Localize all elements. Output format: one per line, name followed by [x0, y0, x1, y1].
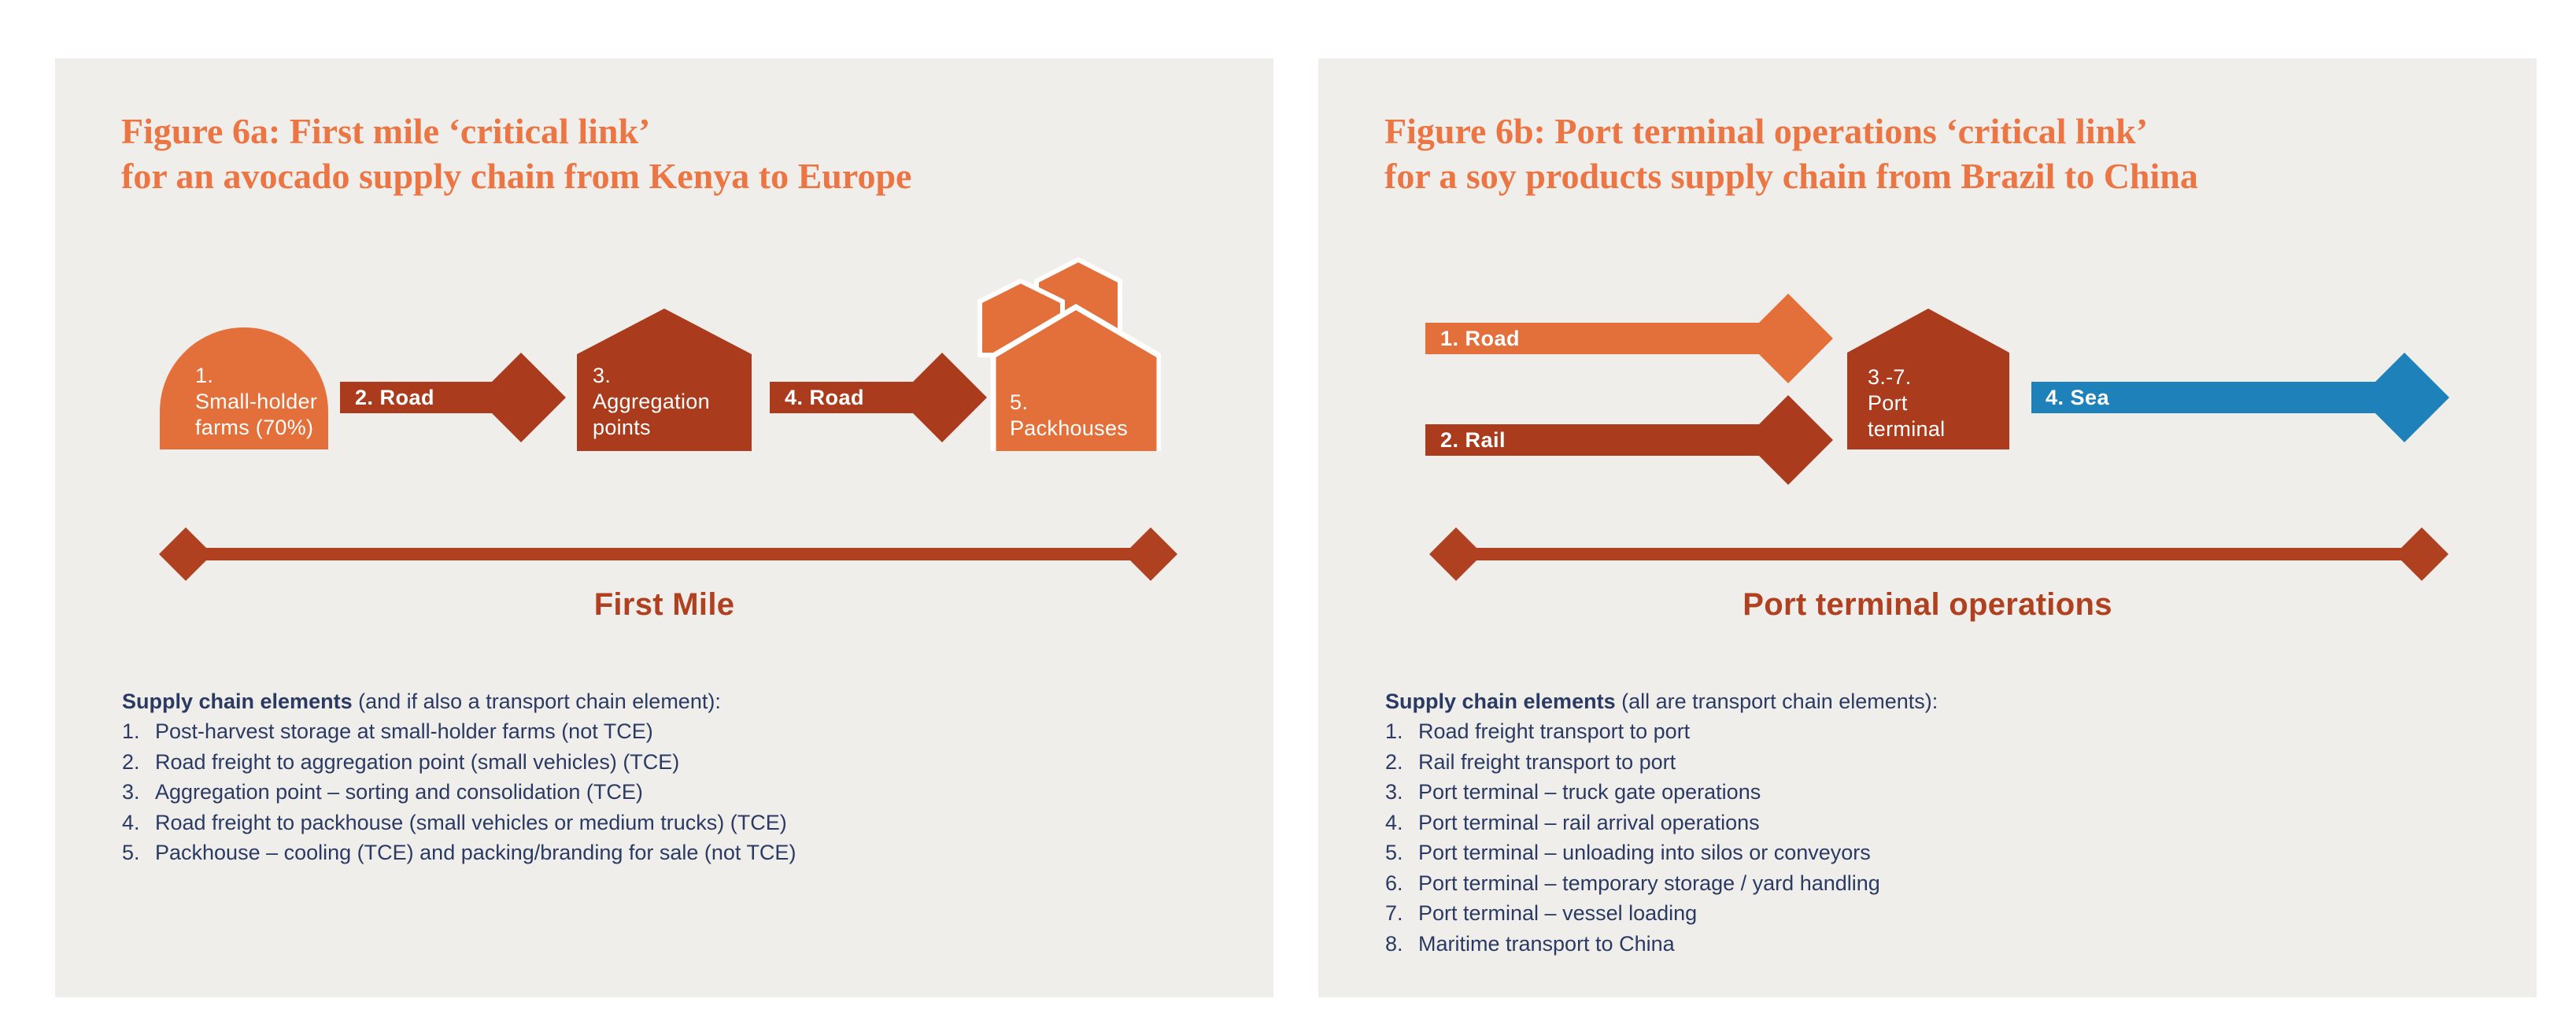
- figure-6a-list-block: Supply chain elements (and if also a tra…: [122, 688, 1226, 868]
- figure-6a-panel: Figure 6a: First mile ‘critical link’ fo…: [55, 58, 1273, 997]
- list-item: Packhouse – cooling (TCE) and packing/br…: [122, 838, 796, 867]
- packhouses-node-shape: 5. Packhouses: [978, 254, 1161, 451]
- farms-node-label: 1. Small-holder farms (70%): [195, 364, 318, 439]
- figure-6a-title-line1: Figure 6a: First mile ‘critical link’: [121, 111, 651, 151]
- sea-arrow-4-label: 4. Sea: [2046, 385, 2110, 409]
- list-item: Aggregation point – sorting and consolid…: [122, 777, 643, 807]
- right-arrow-icon: [340, 353, 566, 442]
- packhouses-node-label: 5. Packhouses: [1010, 390, 1129, 440]
- figure-6b-title-line2: for a soy products supply chain from Bra…: [1384, 156, 2198, 196]
- port-operations-span-arrow: [1429, 523, 2448, 586]
- list-item: Port terminal – unloading into silos or …: [1385, 838, 1871, 867]
- list-item: Road freight transport to port: [1385, 716, 1691, 746]
- port-terminal-node-shape: 3.-7. Port terminal: [1847, 309, 2009, 449]
- first-mile-label: First Mile: [593, 587, 735, 622]
- road-arrow-2-label: 2. Road: [355, 385, 435, 409]
- sea-arrow-4: 4. Sea: [2031, 352, 2452, 443]
- road-arrow-1-label: 1. Road: [1440, 326, 1521, 350]
- list-header-bold: Supply chain elements: [1385, 690, 1616, 713]
- first-mile-span-arrow: [159, 523, 1177, 586]
- figure-6b-list-block: Supply chain elements (all are transport…: [1385, 688, 2489, 959]
- houses-cluster-icon: [978, 257, 1161, 451]
- list-header: Supply chain elements (all are transport…: [1385, 688, 2489, 715]
- figure-6a-title-line2: for an avocado supply chain from Kenya t…: [121, 156, 912, 196]
- road-arrow-4-label: 4. Road: [785, 385, 865, 409]
- double-arrow-icon: [1429, 527, 2448, 581]
- list-item: Road freight to packhouse (small vehicle…: [122, 808, 787, 838]
- road-arrow-1: 1. Road: [1425, 293, 1835, 384]
- list-item: Port terminal – vessel loading: [1385, 898, 1698, 928]
- rail-arrow-2-label: 2. Rail: [1440, 427, 1506, 452]
- right-arrow-icon: [1425, 395, 1833, 485]
- list-item: Maritime transport to China: [1385, 929, 1675, 959]
- house-icon: [577, 309, 752, 451]
- aggregation-node-label: 3. Aggregation points: [593, 364, 710, 439]
- list-header-rest: (all are transport chain elements):: [1615, 690, 1938, 713]
- aggregation-node-shape: 3. Aggregation points: [577, 309, 752, 451]
- figure-6b-panel: Figure 6b: Port terminal operations ‘cri…: [1318, 58, 2537, 997]
- list-item: Port terminal – truck gate operations: [1385, 777, 1761, 807]
- figure-6b-title-line1: Figure 6b: Port terminal operations ‘cri…: [1384, 111, 2149, 151]
- port-operations-label: Port terminal operations: [1743, 587, 2112, 622]
- list-item: Rail freight transport to port: [1385, 747, 1676, 777]
- list-item: Port terminal – rail arrival operations: [1385, 808, 1760, 838]
- figure-6b-title: Figure 6b: Port terminal operations ‘cri…: [1384, 109, 2198, 198]
- port-terminal-node-label: 3.-7. Port terminal: [1868, 365, 1946, 441]
- list-item: Road freight to aggregation point (small…: [122, 747, 680, 777]
- supply-chain-list-b: Road freight transport to port Rail freig…: [1385, 716, 2489, 959]
- supply-chain-list-a: Post-harvest storage at small-holder far…: [122, 716, 1226, 868]
- list-item: Post-harvest storage at small-holder far…: [122, 716, 653, 746]
- right-arrow-icon: [770, 353, 987, 442]
- right-arrow-icon: [1425, 294, 1833, 383]
- road-arrow-4: 4. Road: [770, 352, 987, 443]
- list-item: Port terminal – temporary storage / yard…: [1385, 868, 1880, 898]
- double-arrow-icon: [159, 527, 1177, 581]
- list-header-rest: (and if also a transport chain element):: [352, 690, 721, 713]
- figure-6a-title: Figure 6a: First mile ‘critical link’ fo…: [121, 109, 911, 198]
- farms-node-shape: 1. Small-holder farms (70%): [160, 327, 328, 449]
- house-icon: [1847, 309, 2009, 449]
- right-arrow-icon: [2031, 353, 2449, 442]
- rail-arrow-2: 2. Rail: [1425, 394, 1835, 486]
- road-arrow-2: 2. Road: [340, 352, 568, 443]
- list-header: Supply chain elements (and if also a tra…: [122, 688, 1226, 715]
- list-header-bold: Supply chain elements: [122, 690, 353, 713]
